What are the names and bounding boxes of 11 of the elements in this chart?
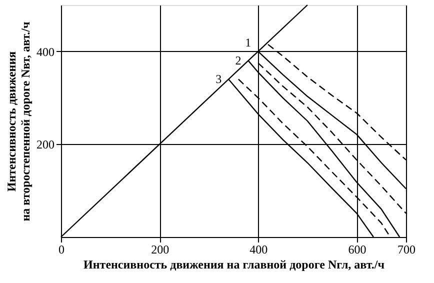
series-label: 1: [245, 35, 252, 50]
series-label: 3: [216, 72, 222, 86]
x-axis-title: Интенсивность движения на главной дороге Nгл, авт./ч: [84, 258, 385, 272]
text: Интенсивность движения: [4, 51, 18, 192]
series-label: 2: [235, 54, 242, 68]
x-tick-label: 700: [398, 242, 416, 256]
x-tick-label: 400: [250, 242, 268, 256]
text: на второстепенной дороге Nвт, авт./ч: [18, 22, 32, 222]
x-tick-label: 0: [58, 242, 64, 256]
x-tick-label: 200: [151, 242, 170, 256]
x-tick-label: 600: [348, 242, 366, 256]
